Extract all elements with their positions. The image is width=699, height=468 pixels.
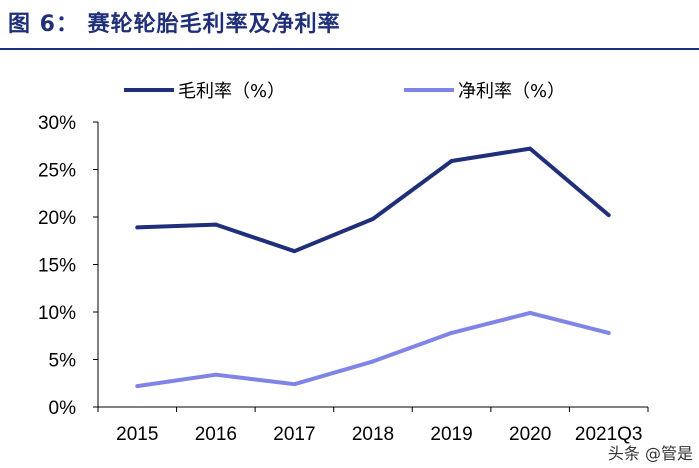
figure-title: 图 6： 赛轮轮胎毛利率及净利率 xyxy=(8,12,341,37)
data-point xyxy=(528,146,532,151)
y-tick-label: 30% xyxy=(38,113,76,134)
data-point xyxy=(292,382,297,387)
data-point xyxy=(135,225,140,230)
data-point xyxy=(449,331,454,335)
x-tick-label: 2019 xyxy=(430,424,472,445)
x-tick-label: 2017 xyxy=(273,424,315,445)
data-point xyxy=(214,222,218,227)
chart-series xyxy=(135,146,611,389)
chart-legend: 毛利率（%） 净利率（%） xyxy=(124,81,565,102)
x-tick-label: 2015 xyxy=(116,424,158,445)
y-tick-label: 20% xyxy=(38,208,76,229)
watermark: 头条 @管是 xyxy=(607,444,693,463)
data-point xyxy=(371,217,375,221)
x-tick-label: 2021Q3 xyxy=(575,424,643,445)
data-point xyxy=(528,311,532,315)
data-point xyxy=(292,249,297,253)
y-tick-label: 5% xyxy=(49,351,77,372)
x-tick-label: 2020 xyxy=(509,424,551,445)
chart-axes: 0% 5% 10% 15% 20% 25% 30% 2015 2016 2017 2018 2019 2… xyxy=(38,113,649,445)
series-line-1 xyxy=(135,146,611,254)
data-point xyxy=(371,359,375,364)
series-line-2 xyxy=(135,310,611,389)
y-tick-label: 0% xyxy=(49,398,77,419)
data-point xyxy=(606,213,611,217)
data-point xyxy=(449,159,454,163)
y-tick-label: 15% xyxy=(38,256,76,277)
x-tick-label: 2018 xyxy=(352,424,394,445)
legend-label-1: 毛利率（%） xyxy=(178,81,285,102)
data-point xyxy=(214,372,218,377)
title-divider xyxy=(0,48,699,50)
data-point xyxy=(606,331,611,335)
data-point xyxy=(135,384,140,388)
legend-label-2: 净利率（%） xyxy=(458,81,565,102)
x-tick-label: 2016 xyxy=(195,424,237,445)
y-tick-label: 25% xyxy=(38,161,76,182)
y-tick-label: 10% xyxy=(38,303,76,324)
